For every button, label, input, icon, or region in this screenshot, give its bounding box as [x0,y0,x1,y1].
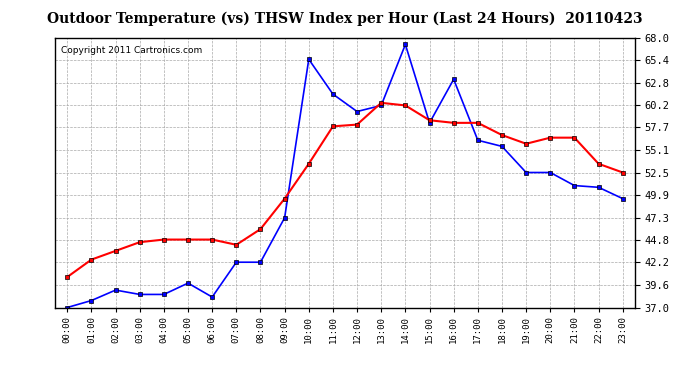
Text: Copyright 2011 Cartronics.com: Copyright 2011 Cartronics.com [61,46,202,55]
Text: Outdoor Temperature (vs) THSW Index per Hour (Last 24 Hours)  20110423: Outdoor Temperature (vs) THSW Index per … [47,11,643,26]
